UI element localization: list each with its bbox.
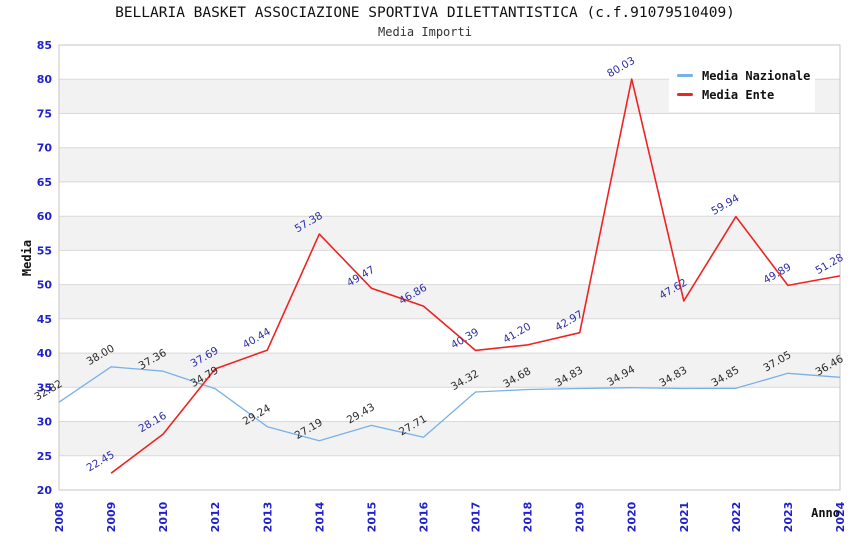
y-tick-label: 60: [37, 210, 53, 223]
y-tick-label: 40: [37, 347, 53, 360]
x-tick-label: 2018: [522, 502, 535, 533]
legend: Media Nazionale Media Ente: [669, 59, 815, 112]
plot-band: [59, 147, 840, 182]
x-tick-label: 2021: [678, 502, 691, 533]
y-tick-label: 55: [37, 244, 52, 257]
data-label-media-ente: 49.89: [761, 261, 793, 286]
y-tick-label: 45: [37, 313, 52, 326]
legend-swatch-media-nazionale-icon: [677, 74, 693, 77]
series-line-media-nazionale: [58, 366, 841, 442]
y-tick-label: 65: [37, 176, 52, 189]
x-axis-title: Anno: [811, 506, 840, 520]
y-tick-label: 30: [37, 416, 53, 429]
legend-label-media-ente: Media Ente: [702, 87, 775, 102]
y-tick-label: 75: [37, 108, 52, 121]
series-line-media-ente: [110, 78, 841, 474]
x-tick-label: 2010: [157, 501, 170, 532]
y-tick-label: 35: [37, 381, 52, 394]
x-tick-label: 2016: [418, 501, 431, 532]
x-tick-label: 2014: [313, 501, 326, 532]
y-tick-label: 85: [37, 39, 52, 52]
plot-band: [59, 216, 840, 251]
plot-border: [58, 44, 841, 491]
y-tick-label: 70: [37, 142, 53, 155]
y-tick-label: 50: [37, 279, 53, 292]
x-tick-label: 2009: [105, 502, 118, 533]
data-label-media-ente: 51.28: [813, 252, 845, 277]
y-tick-label: 80: [37, 73, 53, 86]
x-tick-label: 2017: [470, 502, 483, 533]
x-tick-label: 2015: [365, 502, 378, 533]
data-label-media-ente: 40.39: [449, 326, 481, 351]
x-tick-label: 2023: [782, 502, 795, 533]
x-tick-label: 2019: [574, 502, 587, 533]
x-tick-label: 2020: [626, 501, 639, 532]
plot-band: [59, 284, 840, 319]
x-tick-label: 2024: [834, 501, 847, 532]
legend-item-media-nazionale: Media Nazionale: [677, 67, 811, 84]
legend-item-media-ente: Media Ente: [677, 86, 807, 103]
x-tick-label: 2022: [730, 502, 743, 533]
legend-swatch-media-ente-icon: [677, 93, 693, 96]
data-label-media-ente: 80.03: [605, 55, 637, 80]
plot-band: [59, 421, 840, 456]
y-axis-title: Media: [20, 239, 34, 277]
chart-subtitle: Media Importi: [378, 25, 472, 39]
legend-label-media-nazionale: Media Nazionale: [702, 68, 811, 83]
data-label-media-ente: 59.94: [709, 192, 741, 218]
x-tick-label: 2013: [261, 502, 274, 533]
y-tick-label: 25: [37, 450, 52, 463]
chart-title: BELLARIA BASKET ASSOCIAZIONE SPORTIVA DI…: [115, 5, 735, 21]
data-label-media-ente: 41.20: [501, 321, 533, 346]
plot-band: [59, 353, 840, 388]
y-tick-label: 20: [37, 484, 53, 497]
x-tick-label: 2008: [53, 502, 66, 533]
x-tick-label: 2012: [209, 502, 222, 533]
